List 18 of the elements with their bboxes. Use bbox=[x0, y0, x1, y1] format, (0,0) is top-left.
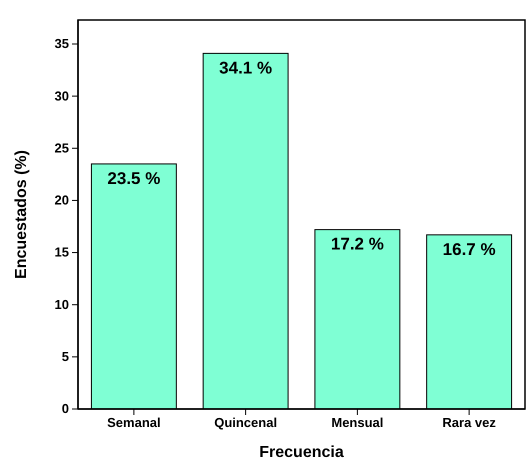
x-tick-label: Semanal bbox=[107, 415, 161, 430]
x-axis-title: Frecuencia bbox=[259, 444, 344, 461]
y-axis-title: Encuestados (%) bbox=[13, 150, 30, 279]
x-tick-label: Rara vez bbox=[442, 415, 496, 430]
y-tick-label: 35 bbox=[54, 36, 69, 52]
y-tick-label: 25 bbox=[54, 140, 69, 156]
y-tick-label: 15 bbox=[54, 244, 69, 260]
y-tick-label: 20 bbox=[54, 192, 69, 208]
y-tick-label: 10 bbox=[54, 296, 69, 312]
x-tick-label: Mensual bbox=[331, 415, 384, 430]
data-label: 23.5 % bbox=[107, 168, 160, 188]
y-tick-label: 5 bbox=[62, 349, 69, 364]
data-label: 16.7 % bbox=[442, 240, 496, 259]
x-tick-label: Quincenal bbox=[214, 415, 278, 430]
y-tick-label: 30 bbox=[54, 88, 69, 104]
y-tick-label: 0 bbox=[62, 401, 69, 416]
data-label: 17.2 % bbox=[330, 234, 384, 254]
data-label: 34.1 % bbox=[219, 58, 272, 78]
